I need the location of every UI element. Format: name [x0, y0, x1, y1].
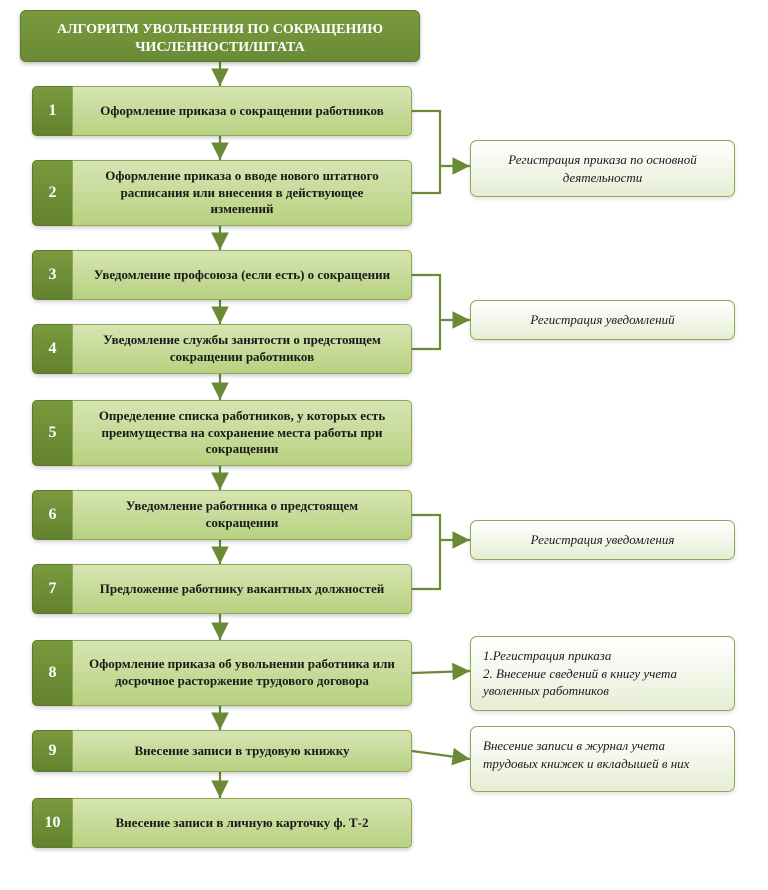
side-note-4: 1.Регистрация приказа2. Внесение сведени… [470, 636, 735, 711]
step-6: 6Уведомление работника о предстоящем сок… [32, 490, 412, 540]
step-3: 3Уведомление профсоюза (если есть) о сок… [32, 250, 412, 300]
step-10: 10Внесение записи в личную карточку ф. Т… [32, 798, 412, 848]
step-label: Внесение записи в трудовую книжку [72, 730, 412, 772]
step-number: 3 [32, 250, 72, 300]
step-label: Оформление приказа об увольнении работни… [72, 640, 412, 706]
step-2: 2Оформление приказа о вводе нового штатн… [32, 160, 412, 226]
side-note-3: Регистрация уведомления [470, 520, 735, 560]
step-7: 7Предложение работнику вакантных должнос… [32, 564, 412, 614]
step-label: Уведомление профсоюза (если есть) о сокр… [72, 250, 412, 300]
step-5: 5Определение списка работников, у которы… [32, 400, 412, 466]
step-label: Уведомление работника о предстоящем сокр… [72, 490, 412, 540]
step-8: 8Оформление приказа об увольнении работн… [32, 640, 412, 706]
step-1: 1Оформление приказа о сокращении работни… [32, 86, 412, 136]
step-number: 8 [32, 640, 72, 706]
step-9: 9Внесение записи в трудовую книжку [32, 730, 412, 772]
step-number: 1 [32, 86, 72, 136]
step-number: 10 [32, 798, 72, 848]
algorithm-title: АЛГОРИТМ УВОЛЬНЕНИЯ ПО СОКРАЩЕНИЮ ЧИСЛЕН… [20, 10, 420, 62]
step-number: 4 [32, 324, 72, 374]
step-label: Оформление приказа о сокращении работник… [72, 86, 412, 136]
step-label: Уведомление службы занятости о предстоящ… [72, 324, 412, 374]
step-number: 5 [32, 400, 72, 466]
step-label: Предложение работнику вакантных должност… [72, 564, 412, 614]
step-label: Внесение записи в личную карточку ф. Т-2 [72, 798, 412, 848]
step-4: 4Уведомление службы занятости о предстоя… [32, 324, 412, 374]
side-note-2: Регистрация уведомлений [470, 300, 735, 340]
step-label: Определение списка работников, у которых… [72, 400, 412, 466]
side-note-5: Внесение записи в журнал учета трудовых … [470, 726, 735, 792]
step-number: 7 [32, 564, 72, 614]
flowchart-canvas: АЛГОРИТМ УВОЛЬНЕНИЯ ПО СОКРАЩЕНИЮ ЧИСЛЕН… [20, 10, 748, 880]
step-number: 9 [32, 730, 72, 772]
step-label: Оформление приказа о вводе нового штатно… [72, 160, 412, 226]
side-note-1: Регистрация приказа по основной деятельн… [470, 140, 735, 197]
step-number: 2 [32, 160, 72, 226]
step-number: 6 [32, 490, 72, 540]
